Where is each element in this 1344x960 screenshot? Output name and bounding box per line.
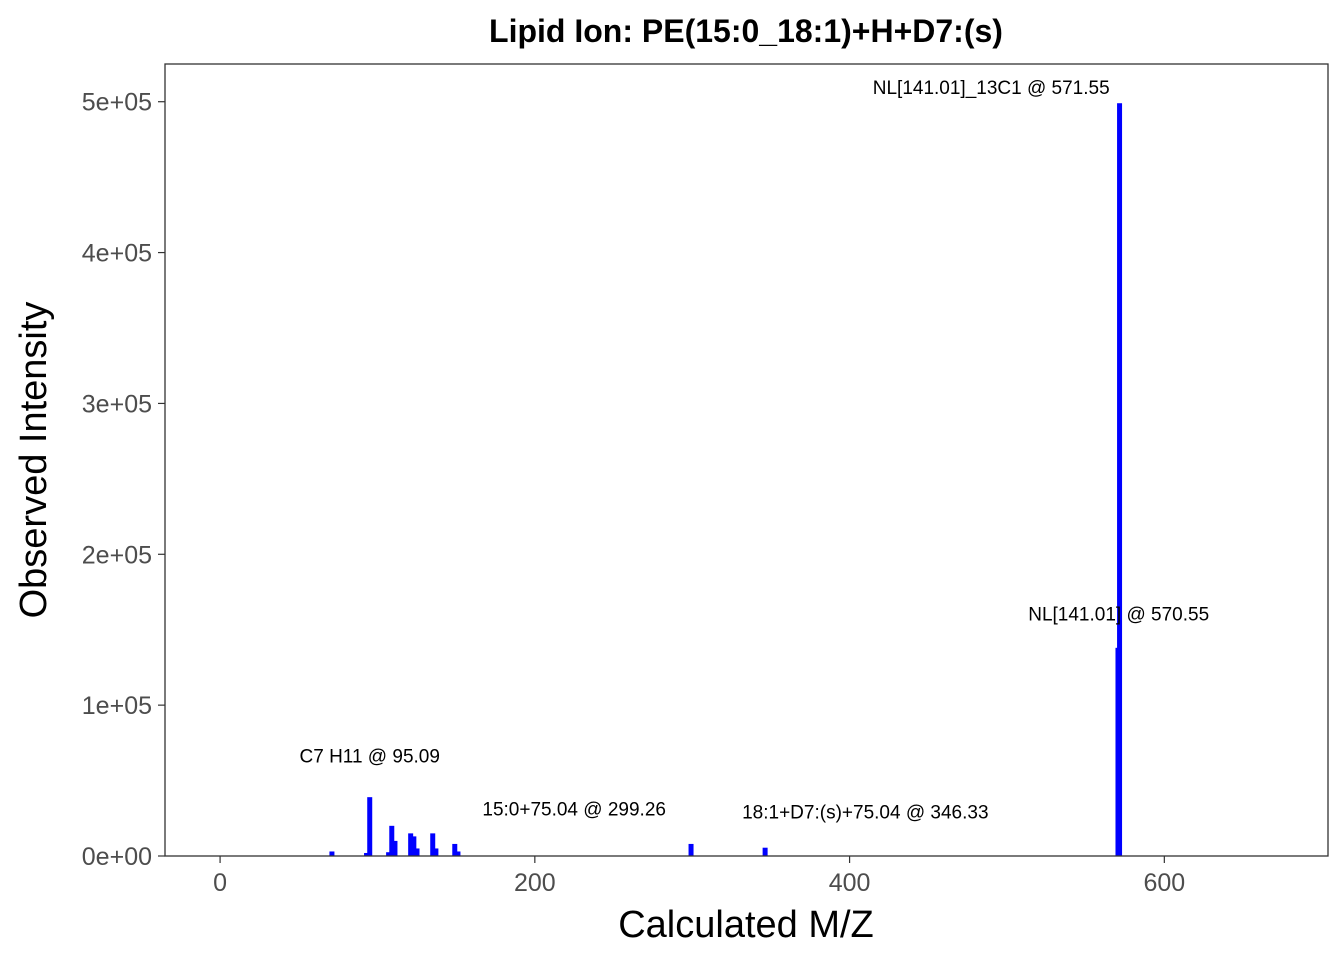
peak-bar-1 [364,852,370,856]
peak-bar-9 [430,833,436,856]
peak-bar-14 [762,847,768,856]
chart-title: Lipid Ion: PE(15:0_18:1)+H+D7:(s) [489,13,1003,49]
peak-bar-4 [389,825,395,856]
peak-bar-0 [329,851,335,856]
x-tick-label-2: 400 [829,869,871,897]
peak-annotation-1: 15:0+75.04 @ 299.26 [482,799,666,820]
peak-annotation-3: NL[141.01] @ 570.55 [1028,605,1209,626]
y-tick-label-2: 2e+05 [82,541,152,569]
peak-bar-16 [1117,103,1123,857]
x-axis-title: Calculated M/Z [618,904,874,946]
peak-bar-10 [433,848,439,856]
y-tick-label-0: 0e+00 [82,843,152,871]
peak-bar-6 [408,833,414,856]
peak-bar-13 [688,843,694,856]
peak-bar-5 [392,840,398,856]
x-tick-label-0: 0 [213,869,227,897]
peak-annotation-2: 18:1+D7:(s)+75.04 @ 346.33 [742,802,988,823]
peak-bar-12 [455,851,461,856]
peak-annotation-0: C7 H11 @ 95.09 [300,746,440,767]
x-tick-label-1: 200 [514,869,556,897]
peak-annotation-4: NL[141.01]_13C1 @ 571.55 [873,78,1110,99]
peak-bar-7 [411,836,417,856]
y-tick-label-1: 1e+05 [82,692,152,720]
y-axis-title: Observed Intensity [13,302,55,619]
plot-frame [164,63,1329,857]
peak-bar-2 [367,797,373,856]
peak-bar-11 [452,843,458,856]
y-tick-label-4: 4e+05 [82,240,152,268]
plot-area: 0 200 400 600 0e+00 1e+05 2e+05 3e+05 4e+05 5e+05… [82,63,1329,897]
x-tick-label-3: 600 [1143,869,1185,897]
peak-bar-8 [414,848,420,856]
peak-bar-3 [386,852,392,856]
y-tick-label-3: 3e+05 [82,390,152,418]
y-tick-label-5: 5e+05 [82,89,152,117]
